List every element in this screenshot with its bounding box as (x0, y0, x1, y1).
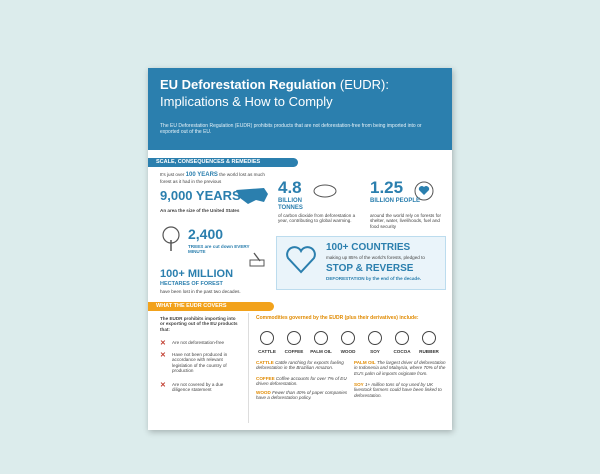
x-icon: ✕ (160, 340, 166, 347)
commodity-label: COCOA (393, 349, 411, 354)
header-band (148, 68, 452, 150)
note-name: CATTLE (256, 360, 274, 365)
heart-hands-icon (286, 246, 316, 274)
stat-big: 1.25 (370, 178, 404, 197)
us-map-icon (236, 188, 268, 204)
section-title: WHAT THE EUDR COVERS (148, 302, 274, 311)
commodities-title: Commodities governed by the EUDR (plus t… (256, 315, 419, 321)
stat-sub: BILLION TONNES (278, 198, 303, 211)
years-text: It's just over 100 YEARS the world lost … (160, 172, 270, 184)
covers-intro: The EUDR prohibits importing into or exp… (160, 316, 238, 332)
text: It's just over (160, 172, 185, 177)
commodity-note: CATTLE Cattle ranching for exports fueli… (256, 360, 348, 371)
subtitle: Implications & How to Comply (160, 94, 333, 109)
commodity-icon (260, 331, 274, 345)
title-bold: EU Deforestation Regulation (160, 77, 337, 92)
highlight: EVERY MINUTE (188, 244, 250, 255)
stat-text: DEFORESTATION by the end of the decade. (326, 276, 422, 281)
commodity-note: COFFEE Coffee accounts for over 7% of EU… (256, 376, 348, 387)
commodity-label: WOOD (340, 349, 356, 354)
note-name: WOOD (256, 390, 271, 395)
note-name: SOY (354, 382, 364, 387)
commodity-icon (368, 331, 382, 345)
stat-text: of carbon dioxide from deforestation a y… (278, 213, 356, 224)
covers-item: Have not been produced in accordance wit… (172, 352, 228, 373)
commodity-label: RUBBER (419, 349, 439, 354)
text: the world lost as much forest as it had … (160, 172, 265, 184)
commodity-note: SOY 1+ million tons of soy used by UK li… (354, 382, 446, 398)
commodity-label: COFFEE (284, 349, 304, 354)
countries-box (276, 236, 446, 290)
title-light: (EUDR): (339, 77, 389, 92)
commodity-note: PALM OIL The largest driver of deforesta… (354, 360, 446, 376)
note-text: The largest driver of deforestation in I… (354, 360, 446, 376)
stat-text: making up 85% of the world's forests, pl… (326, 255, 425, 260)
note-name: COFFEE (256, 376, 275, 381)
title: EU Deforestation Regulation (EUDR): (160, 77, 389, 93)
stat-sub: HECTARES OF FOREST (160, 281, 223, 287)
covers-item: Are not covered by a due diligence state… (172, 382, 224, 393)
divider (248, 313, 249, 423)
commodity-icon (422, 331, 436, 345)
commodity-label: CATTLE (258, 349, 276, 354)
stat-text: around the world rely on forests for she… (370, 213, 441, 229)
highlight: 100 YEARS (185, 172, 218, 178)
infographic-sheet: EU Deforestation Regulation (EUDR): Impl… (148, 68, 452, 430)
stat-big: 2,400 (188, 226, 224, 242)
commodity-label: PALM OIL (310, 349, 332, 354)
stat-text: have been lost in the past two decades. (160, 289, 241, 294)
text: TREES are cut down (188, 244, 233, 249)
co2-icon (313, 184, 337, 198)
stat-big: 100+ MILLION (160, 268, 234, 280)
commodity-note: WOOD Fewer than 40% of paper companies h… (256, 390, 348, 401)
commodity-icon (314, 331, 328, 345)
commodity-icon (341, 331, 355, 345)
stat-big: 4.8 (278, 178, 302, 197)
covers-item: Are not deforestation-free (172, 340, 225, 345)
description: The EU Deforestation Regulation (EUDR) p… (160, 123, 422, 135)
stat-note: An area the size of the United States (160, 208, 240, 213)
section-title: SCALE, CONSEQUENCES & REMEDIES (148, 158, 298, 167)
tree-icon (162, 226, 180, 251)
stat-big: 100+ COUNTRIES (326, 242, 411, 253)
stat-highlight: STOP & REVERSE (326, 263, 414, 274)
x-icon: ✕ (160, 352, 166, 359)
globe-icon (414, 181, 434, 201)
note-text: 1+ million tons of soy used by UK livest… (354, 382, 442, 398)
axe-icon (249, 252, 265, 267)
note-text: Cattle ranching for exports fueling defo… (256, 360, 344, 371)
note-text: Coffee accounts for over 7% of EU driven… (256, 376, 347, 387)
x-icon: ✕ (160, 382, 166, 389)
stat-big: 9,000 YEARS (160, 188, 241, 203)
commodity-icon (395, 331, 409, 345)
stat-sub: BILLION PEOPLE (370, 198, 421, 204)
note-name: PALM OIL (354, 360, 376, 365)
commodity-label: SOY (370, 349, 380, 354)
commodity-icon (287, 331, 301, 345)
note-text: Fewer than 40% of paper companies have a… (256, 390, 348, 401)
